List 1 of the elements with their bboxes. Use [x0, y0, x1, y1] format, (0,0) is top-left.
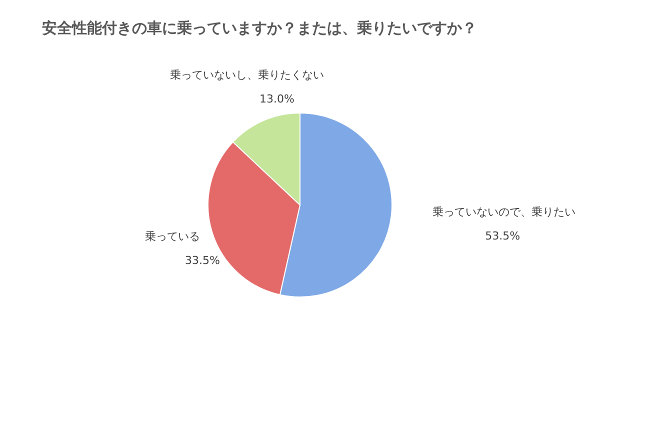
- title: 安全性能付きの車に乗っていますか？または、乗りたいですか？: [42, 19, 477, 37]
